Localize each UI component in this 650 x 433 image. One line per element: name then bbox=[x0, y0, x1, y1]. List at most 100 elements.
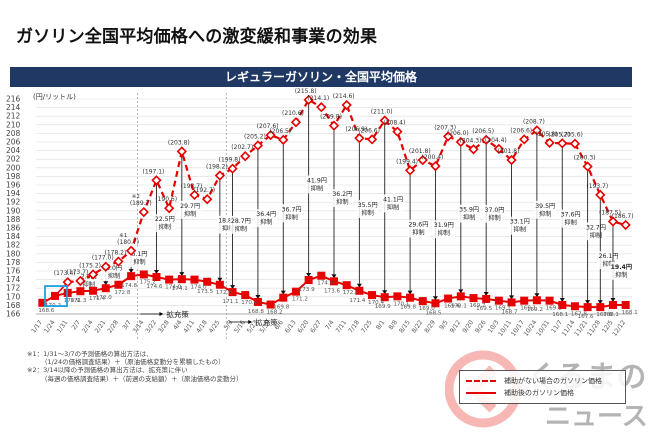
data-label-unsubsidized: (208.4) bbox=[383, 120, 405, 127]
data-point-subsidized bbox=[253, 297, 262, 306]
y-axis-label: (円/リットル) bbox=[33, 93, 76, 101]
suppression-label-bg bbox=[128, 248, 151, 267]
suppression-amount: 26.1円 bbox=[599, 253, 619, 260]
suppression-label-bg bbox=[584, 222, 607, 241]
data-point-unsubsidized bbox=[303, 94, 314, 105]
x-tick-label: 1/17 bbox=[30, 319, 44, 334]
data-label-unsubsidized: (173.4) bbox=[54, 270, 76, 277]
suppression-caption: 抑制 bbox=[83, 281, 95, 289]
suppression-caption: 抑制 bbox=[564, 219, 576, 227]
x-tick-label: 12/12 bbox=[611, 319, 627, 338]
x-tick-label: 1/24 bbox=[43, 319, 57, 334]
data-point-subsidized bbox=[456, 292, 465, 301]
suppression-amount: 29.7円 bbox=[180, 203, 200, 210]
data-label-unsubsidized: (205.8) bbox=[536, 131, 558, 138]
suppression-amount: 36.7円 bbox=[282, 206, 302, 213]
data-point-unsubsidized bbox=[607, 216, 619, 227]
data-point-subsidized bbox=[444, 294, 453, 303]
data-point-subsidized bbox=[406, 293, 415, 302]
data-label-unsubsidized: (204.3) bbox=[460, 137, 482, 144]
suppression-label-bg bbox=[229, 215, 252, 234]
data-point-unsubsidized bbox=[493, 143, 504, 155]
data-point-unsubsidized bbox=[506, 154, 517, 166]
suppression-amount: 6.1円 bbox=[131, 251, 147, 258]
data-point-subsidized bbox=[317, 271, 326, 280]
y-tick-label: 182 bbox=[6, 241, 21, 250]
data-point-subsidized bbox=[177, 275, 186, 284]
data-point-subsidized bbox=[621, 300, 630, 309]
data-point-subsidized bbox=[608, 300, 617, 309]
suppression-caption: 抑制 bbox=[108, 272, 120, 280]
x-tick-label: 5/16 bbox=[233, 319, 247, 334]
suppression-amount: 32.7円 bbox=[586, 224, 606, 231]
data-point-subsidized bbox=[342, 281, 351, 290]
data-point-unsubsidized bbox=[569, 138, 581, 149]
data-label-unsubsidized: (206.9) bbox=[345, 126, 367, 133]
data-point-unsubsidized bbox=[240, 151, 251, 162]
arrowhead-icon bbox=[610, 297, 616, 302]
data-point-subsidized bbox=[380, 293, 389, 302]
data-point-subsidized bbox=[152, 273, 161, 282]
suppression-caption: 抑制 bbox=[222, 225, 234, 233]
x-tick-label: 8/8 bbox=[388, 319, 399, 331]
footnotes: ※1：1/31～3/7の予測価格の算出方法は、 （1/24の価格調査結果）＋（原… bbox=[27, 350, 243, 383]
suppression-caption: 抑制 bbox=[615, 271, 627, 279]
x-tick-label: 3/22 bbox=[144, 319, 158, 334]
data-point-unsubsidized bbox=[100, 261, 111, 272]
y-tick-label: 206 bbox=[6, 138, 21, 147]
chart-legend: 補助がない場合のガソリン価格 補助後のガソリン価格 bbox=[459, 370, 626, 404]
x-tick-label: 4/11 bbox=[182, 319, 196, 334]
footnote-line: ※2：3/14以降の予測価格の算出方法は、拡充策に伴い bbox=[27, 366, 188, 375]
x-tick-label: 6/20 bbox=[297, 319, 311, 334]
data-label-unsubsidized: (200.4) bbox=[422, 154, 444, 161]
x-tick-label: 6/13 bbox=[284, 319, 298, 334]
data-point-subsidized bbox=[215, 280, 224, 289]
suppression-label-bg bbox=[305, 175, 328, 194]
data-label-subsidized: 170.1 bbox=[393, 301, 409, 307]
data-point-unsubsidized bbox=[138, 206, 149, 218]
data-label-unsubsidized: (204.4) bbox=[485, 137, 507, 144]
x-tick-label: 8/29 bbox=[423, 319, 437, 334]
data-point-unsubsidized bbox=[366, 134, 378, 145]
data-point-unsubsidized bbox=[455, 136, 466, 148]
data-point-subsidized bbox=[393, 292, 402, 301]
data-point-subsidized bbox=[558, 300, 567, 309]
suppression-amount: 22.5円 bbox=[155, 216, 175, 223]
data-point-unsubsidized bbox=[544, 137, 555, 148]
data-point-unsubsidized bbox=[214, 170, 226, 181]
data-point-subsidized bbox=[482, 294, 491, 303]
data-point-unsubsidized bbox=[379, 115, 390, 126]
data-label-subsidized: 173.6 bbox=[324, 288, 340, 294]
y-tick-label: 196 bbox=[6, 181, 21, 190]
suppression-amount: 28.7円 bbox=[231, 218, 251, 225]
data-label-unsubsidized: (190.6) bbox=[155, 196, 177, 203]
suppression-caption: 抑制 bbox=[336, 198, 348, 206]
suppression-amount: 5.0円 bbox=[106, 265, 122, 272]
arrowhead-icon bbox=[248, 320, 253, 324]
data-point-unsubsidized bbox=[316, 102, 327, 113]
data-label-subsidized: 169.5 bbox=[476, 306, 492, 312]
data-point-subsidized bbox=[418, 297, 427, 306]
data-label-subsidized: 169.7 bbox=[469, 303, 485, 309]
suppression-label-bg bbox=[179, 200, 202, 219]
arrowhead-icon bbox=[356, 283, 362, 288]
x-tick-label: 8/22 bbox=[411, 319, 425, 334]
data-label-subsidized: 174.0 bbox=[191, 285, 207, 291]
data-point-subsidized bbox=[520, 296, 529, 305]
arrowhead-icon bbox=[382, 290, 388, 295]
suppression-caption: 抑制 bbox=[159, 223, 171, 231]
data-point-unsubsidized bbox=[481, 134, 492, 145]
data-label-subsidized: 174.9 bbox=[317, 281, 333, 287]
y-tick-label: 168 bbox=[6, 301, 21, 310]
x-tick-label: 10/31 bbox=[535, 319, 551, 338]
suppression-amount: 35.9円 bbox=[459, 207, 479, 214]
data-label-subsidized: 168.6 bbox=[38, 308, 54, 314]
x-tick-label: 9/5 bbox=[438, 319, 449, 331]
y-tick-label: 216 bbox=[6, 95, 21, 104]
data-label-unsubsidized: (214.6) bbox=[333, 93, 355, 100]
data-label-unsubsidized: (192.7) bbox=[193, 187, 215, 194]
suppression-caption: 抑制 bbox=[412, 229, 424, 237]
suppression-caption: 抑制 bbox=[539, 210, 551, 218]
data-label-subsidized: 171.2 bbox=[292, 297, 308, 303]
data-label-unsubsidized: (211.0) bbox=[371, 109, 393, 116]
